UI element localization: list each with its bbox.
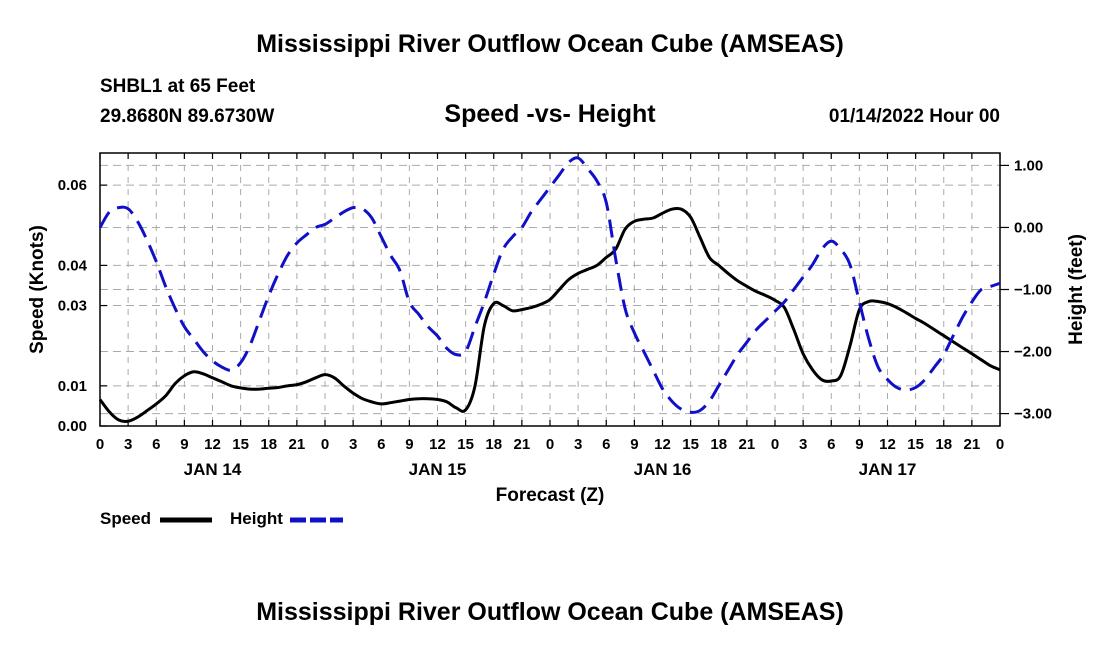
x-tick-label: 12 [204,436,221,453]
y2-tick-label: −3.00 [1014,406,1052,423]
y2-tick-label: 0.00 [1014,219,1043,236]
y-tick-label: 0.00 [58,418,87,435]
station-label: SHBL1 at 65 Feet [100,76,256,97]
series-height-line [98,156,1001,414]
x-tick-label: 15 [682,436,699,453]
x-tick-label: 12 [429,436,446,453]
legend-speed-label: Speed [100,509,152,528]
x-tick-label: 0 [96,436,104,453]
y2-axis-label: Height (feet) [1066,234,1087,345]
x-tick-label: 15 [232,436,249,453]
day-label: JAN 17 [859,460,917,479]
chart-subtitle: Speed -vs- Height [444,100,656,128]
y2-tick-label: 1.00 [1014,157,1043,174]
x-tick-label: 18 [710,436,727,453]
coordinates-label: 29.8680N 89.6730W [100,106,275,127]
x-tick-label: 21 [739,436,756,453]
x-tick-label: 18 [485,436,502,453]
x-tick-label: 15 [457,436,474,453]
x-tick-label: 12 [879,436,896,453]
x-tick-label: 6 [827,436,835,453]
x-tick-label: 9 [630,436,638,453]
x-tick-label: 3 [349,436,357,453]
x-tick-label: 3 [574,436,582,453]
x-tick-label: 6 [152,436,160,453]
day-label: JAN 16 [634,460,692,479]
forecast-datetime: 01/14/2022 Hour 00 [828,106,1000,127]
x-tick-label: 12 [654,436,671,453]
x-tick-label: 21 [289,436,306,453]
x-axis-label: Forecast (Z) [496,485,605,506]
x-tick-label: 0 [996,436,1004,453]
x-tick-label: 18 [935,436,952,453]
x-tick-label: 3 [124,436,132,453]
x-tick-label: 3 [799,436,807,453]
y-axis-label: Speed (Knots) [27,225,48,354]
x-tick-label: 6 [377,436,385,453]
x-tick-label: 0 [321,436,329,453]
y2-tick-label: −2.00 [1014,344,1052,361]
x-tick-label: 9 [180,436,188,453]
day-label: JAN 14 [184,460,242,479]
series-speed-line [98,206,1001,423]
x-tick-label: 21 [964,436,981,453]
legend-height-label: Height [230,509,283,528]
y-tick-label: 0.06 [58,177,87,194]
day-label: JAN 15 [409,460,467,479]
x-tick-label: 6 [602,436,610,453]
y2-tick-label: −1.00 [1014,282,1052,299]
x-tick-label: 21 [514,436,531,453]
y-tick-label: 0.04 [58,257,88,274]
y-tick-label: 0.03 [58,298,87,315]
chart-main-title: Mississippi River Outflow Ocean Cube (AM… [256,30,844,58]
x-tick-label: 9 [855,436,863,453]
chart-footer-title: Mississippi River Outflow Ocean Cube (AM… [256,598,844,626]
x-tick-label: 18 [260,436,277,453]
x-tick-label: 15 [907,436,924,453]
x-tick-label: 9 [405,436,413,453]
y-tick-label: 0.01 [58,378,87,395]
x-tick-label: 0 [546,436,554,453]
x-tick-label: 0 [771,436,779,453]
